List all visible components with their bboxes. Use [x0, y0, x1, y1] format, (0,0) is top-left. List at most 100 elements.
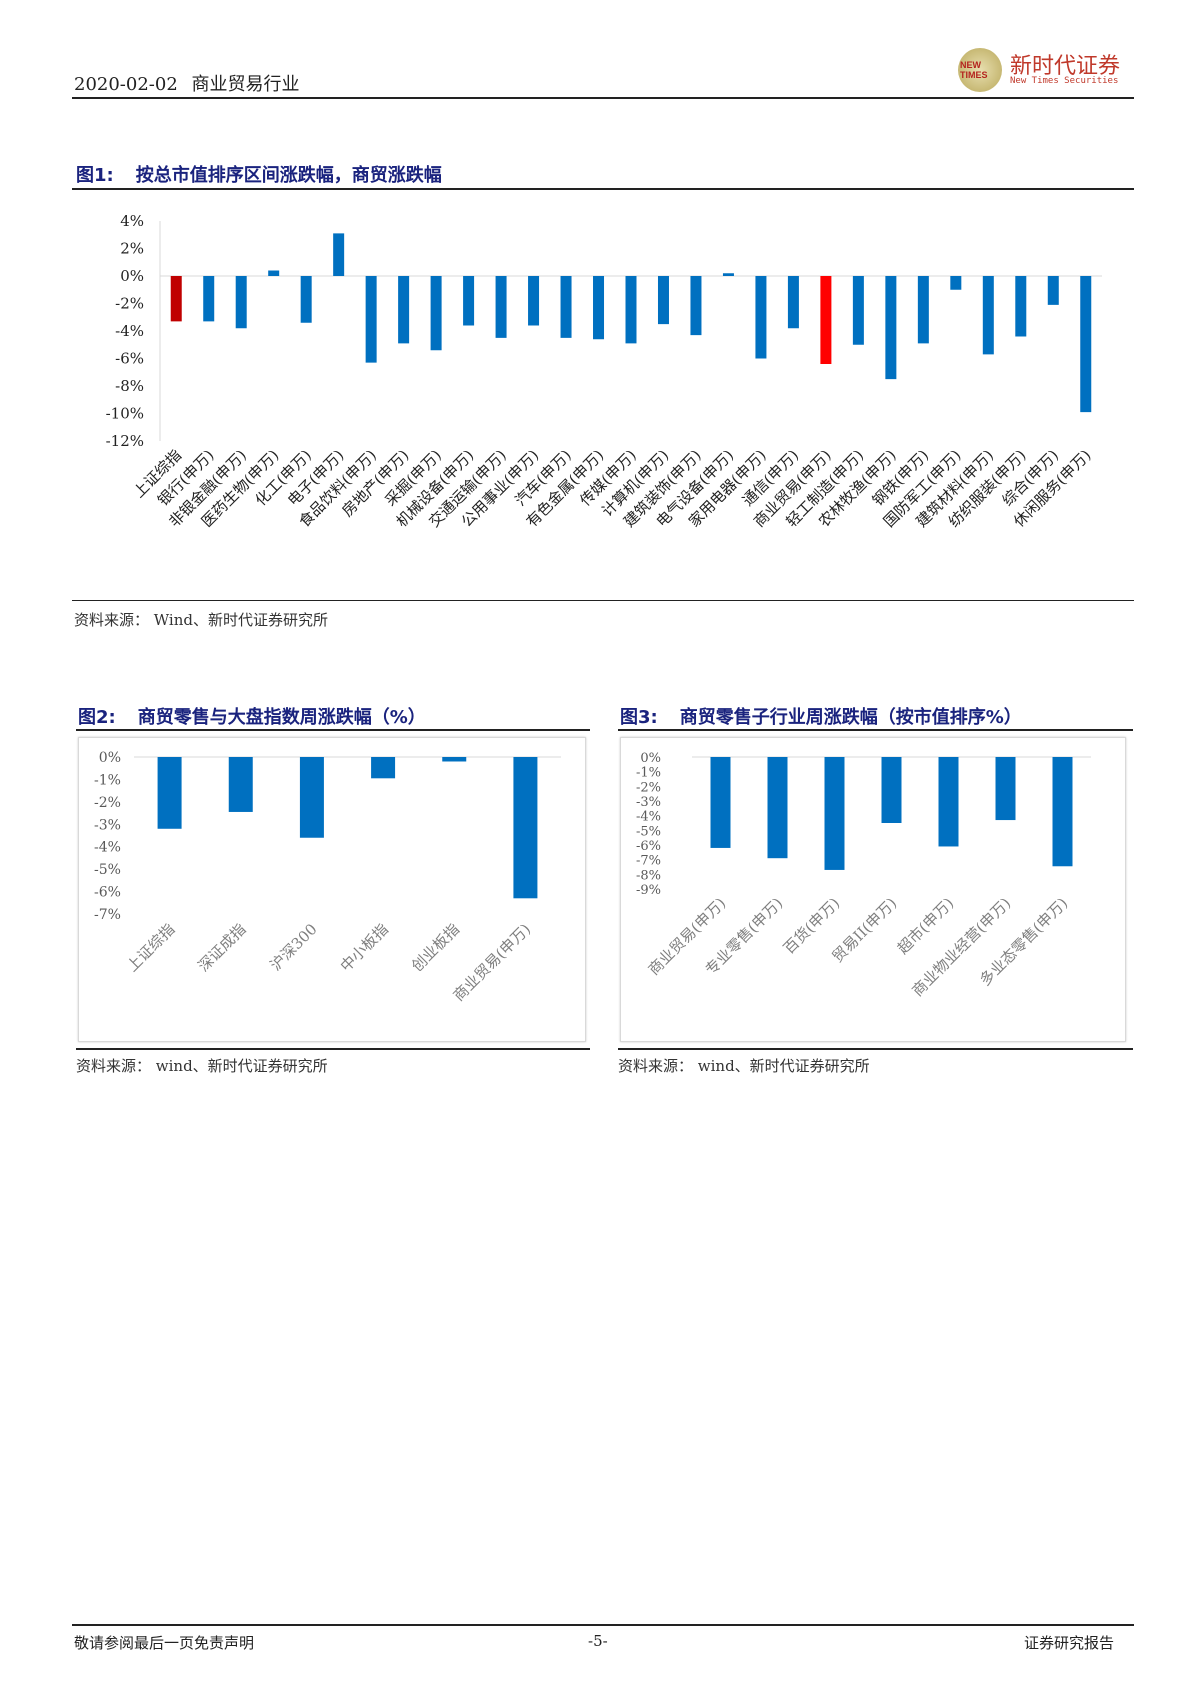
y-tick-label: -8%: [115, 377, 144, 395]
figure-3-bottom-rule: [618, 1048, 1133, 1050]
bar-轻工制造(申万): [852, 276, 864, 345]
y-tick-label: 0%: [640, 751, 661, 766]
figure-number: 图1:: [76, 165, 114, 186]
footer-report-type: 证券研究报告: [1024, 1634, 1115, 1652]
y-tick-label: -6%: [94, 885, 121, 901]
y-tick-label: 2%: [120, 240, 144, 258]
figure-1-bottom-rule: [72, 600, 1134, 601]
bar-商业贸易(申万): [820, 276, 832, 364]
figure-caption: 商贸零售与大盘指数周涨跌幅（%）: [137, 707, 426, 728]
y-tick-label: -10%: [106, 405, 144, 423]
page-number: -5-: [588, 1632, 608, 1650]
bar-综合(申万): [1047, 276, 1059, 305]
footer-rule: [72, 1624, 1134, 1626]
y-tick-label: -6%: [636, 839, 661, 854]
bar-超市(申万): [938, 757, 959, 847]
y-tick-label: -2%: [94, 795, 121, 811]
y-tick-label: -4%: [636, 810, 661, 825]
y-tick-label: -5%: [94, 862, 121, 878]
figure-3-rule: [618, 729, 1133, 731]
y-tick-label: -8%: [636, 868, 661, 883]
bar-中小板指: [371, 757, 396, 779]
figure-2-title: 图2: 商贸零售与大盘指数周涨跌幅（%）: [78, 703, 426, 729]
x-tick-label: 创业板指: [408, 920, 463, 975]
bar-汽车(申万): [560, 276, 572, 338]
page-header: 2020-02-02 商业贸易行业: [74, 70, 300, 96]
figure-1-chart: 4%2%0%-2%-4%-6%-8%-10%-12%上证综指银行(申万)非银金融…: [106, 212, 1102, 531]
bar-创业板指: [442, 757, 467, 762]
y-tick-label: -1%: [94, 772, 121, 788]
bar-建筑装饰(申万): [690, 276, 702, 336]
y-tick-label: -2%: [636, 780, 661, 795]
x-tick-label: 商业物业经营(申万): [908, 894, 1014, 1000]
y-tick-label: -2%: [115, 295, 144, 313]
bar-通信(申万): [787, 276, 799, 329]
figure-3-title: 图3: 商贸零售子行业周涨跌幅（按市值排序%）: [620, 703, 1022, 729]
y-tick-label: -4%: [94, 840, 121, 856]
bar-化工(申万): [300, 276, 312, 323]
bar-食品饮料(申万): [365, 276, 377, 363]
figure-3-source: 资料来源： wind、新时代证券研究所: [618, 1057, 870, 1075]
figure-2-rule: [76, 729, 590, 731]
bar-钢铁(申万): [917, 276, 929, 344]
bar-农林牧渔(申万): [885, 276, 897, 380]
bar-纺织服装(申万): [1015, 276, 1027, 337]
bar-计算机(申万): [657, 276, 669, 325]
y-tick-label: -3%: [636, 795, 661, 810]
bar-国防军工(申万): [950, 276, 962, 290]
figure-2-frame: 0% -1% -2% -3% -4% -5% -6% -7% 上证综指 深证成指 沪深300 中小板指…: [78, 737, 586, 1042]
y-tick-label: -6%: [115, 350, 144, 368]
y-tick-label: -7%: [94, 907, 121, 923]
figure-3-frame: 0% -1% -2% -3% -4% -5% -6% -7% -8% -9% 商业贸易(申万) 专业零…: [620, 737, 1126, 1042]
bar-深证成指: [228, 757, 253, 812]
figure-caption: 商贸零售子行业周涨跌幅（按市值排序%）: [679, 707, 1022, 728]
y-tick-label: -1%: [636, 766, 661, 781]
bar-上证综指: [170, 276, 182, 322]
y-tick-label: -12%: [106, 432, 144, 450]
y-tick-label: 4%: [120, 212, 144, 230]
x-tick-label: 深证成指: [194, 920, 249, 975]
y-tick-label: 0%: [120, 267, 144, 285]
bar-多业态零售(申万): [1052, 757, 1073, 867]
figure-number: 图2:: [78, 707, 116, 728]
bar-商业物业经营(申万): [995, 757, 1016, 821]
figure-2-bottom-rule: [76, 1048, 590, 1050]
y-tick-label: 0%: [99, 750, 121, 766]
bar-银行(申万): [203, 276, 215, 322]
x-tick-label: 上证综指: [123, 920, 178, 975]
figure-3-chart: 0%-1%-2%-3%-4%-5%-6%-7%-8%-9%商业贸易(申万)专业零…: [636, 751, 1091, 1000]
bar-商业贸易(申万): [710, 757, 731, 848]
bar-商业贸易(申万): [513, 757, 538, 899]
bar-医药生物(申万): [268, 270, 280, 276]
bar-有色金属(申万): [593, 276, 605, 340]
figure-2-chart: 0% -1% -2% -3% -4% -5% -6% -7%上证综指 深证成指 沪深300 中小板指…: [94, 750, 561, 1005]
bar-建筑材料(申万): [982, 276, 994, 355]
industry-name: 商业贸易行业: [191, 74, 300, 95]
figure-caption: 按总市值排序区间涨跌幅，商贸涨跌幅: [135, 165, 442, 186]
bar-贸易II(申万): [881, 757, 902, 823]
logo-mark: NEW TIMES: [960, 60, 988, 80]
logo-emblem-icon: [958, 48, 1002, 92]
bar-休闲服务(申万): [1080, 276, 1092, 413]
logo-cn: 新时代证券: [1010, 54, 1121, 79]
report-date: 2020-02-02: [74, 74, 178, 95]
figure-number: 图3:: [620, 707, 658, 728]
bar-采掘(申万): [430, 276, 442, 351]
footer-disclaimer: 敬请参阅最后一页免责声明: [74, 1634, 255, 1652]
header-rule: [72, 97, 1134, 99]
figure-1-title: 图1: 按总市值排序区间涨跌幅，商贸涨跌幅: [76, 161, 442, 187]
bar-机械设备(申万): [463, 276, 475, 326]
bar-房地产(申万): [398, 276, 410, 344]
bar-传媒(申万): [625, 276, 637, 344]
x-tick-label: 沪深300: [267, 920, 321, 974]
bar-公用事业(申万): [528, 276, 540, 326]
figure-2-source: 资料来源： wind、新时代证券研究所: [76, 1057, 328, 1075]
bar-家用电器(申万): [755, 276, 767, 359]
y-tick-label: -3%: [94, 817, 121, 833]
figure-1-rule: [72, 188, 1134, 190]
bar-交通运输(申万): [495, 276, 507, 338]
bar-非银金融(申万): [235, 276, 247, 329]
y-tick-label: -5%: [636, 824, 661, 839]
bar-百货(申万): [824, 757, 845, 870]
x-tick-label: 中小板指: [337, 920, 392, 975]
